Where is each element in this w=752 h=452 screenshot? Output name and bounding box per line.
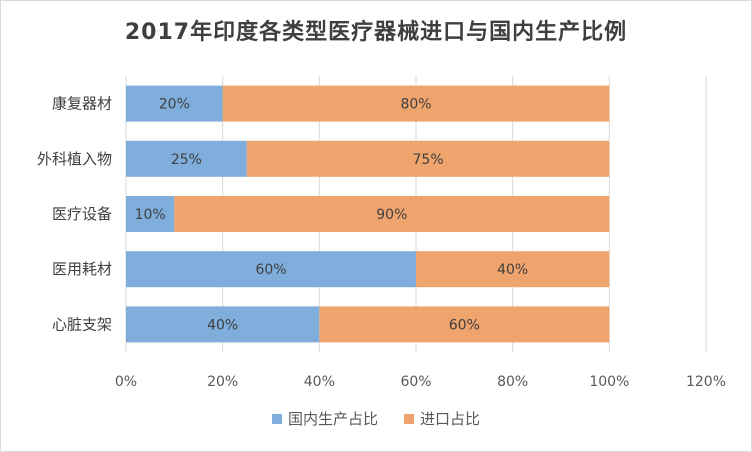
bar-import — [246, 140, 610, 177]
bar-domestic — [126, 306, 320, 343]
bar-import — [222, 85, 610, 122]
data-label: 10% — [135, 207, 166, 223]
bar-domestic — [126, 196, 175, 232]
bar-import — [416, 251, 610, 288]
x-tick-label: 100% — [589, 374, 629, 390]
data-label: 60% — [449, 317, 480, 333]
category-label: 医疗设备 — [52, 205, 112, 223]
chart-title: 2017年印度各类型医疗器械进口与国内生产比例 — [124, 20, 628, 45]
data-label: 40% — [207, 317, 238, 333]
category-label: 心脏支架 — [52, 315, 112, 333]
data-label: 20% — [159, 97, 190, 113]
data-label: 80% — [400, 97, 431, 113]
category-label: 康复器材 — [52, 95, 112, 113]
x-tick-label: 60% — [400, 374, 431, 390]
bar-domestic — [126, 85, 223, 122]
data-label: 60% — [255, 262, 286, 278]
x-tick-label: 40% — [304, 374, 335, 390]
legend-label-domestic: 国内生产占比 — [287, 410, 378, 428]
legend-item-import: 进口占比 — [404, 408, 480, 429]
data-label: 25% — [171, 152, 202, 168]
bar-import — [319, 306, 610, 343]
x-tick-label: 120% — [686, 374, 726, 390]
legend-item-domestic: 国内生产占比 — [271, 408, 378, 429]
category-label: 医用耗材 — [52, 260, 112, 278]
bar-domestic — [126, 140, 247, 177]
legend-label-import: 进口占比 — [420, 410, 481, 428]
x-tick-label: 0% — [115, 374, 137, 390]
data-label: 40% — [497, 262, 528, 278]
x-tick-label: 80% — [497, 374, 528, 390]
x-tick-label: 20% — [207, 374, 238, 390]
chart-legend: 国内生产占比 进口占比 — [0, 408, 752, 429]
data-label: 75% — [413, 152, 444, 168]
bar-domestic — [126, 251, 416, 288]
bar-import — [174, 196, 610, 232]
legend-swatch-domestic — [271, 413, 282, 424]
category-label: 外科植入物 — [37, 150, 112, 168]
data-label: 90% — [376, 207, 407, 223]
legend-swatch-import — [404, 413, 414, 424]
